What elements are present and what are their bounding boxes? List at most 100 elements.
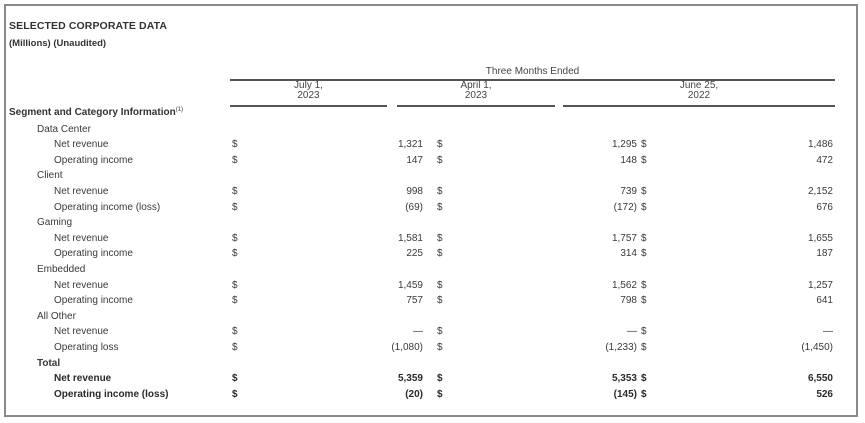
currency-symbol: $ [232, 201, 238, 213]
currency-symbol: $ [641, 295, 647, 307]
table-row: Operating income $147 $148 $472 [0, 153, 865, 169]
cell-value: 1,655 [807, 232, 833, 244]
cell-value: 5,353 [611, 373, 637, 385]
currency-symbol: $ [437, 201, 443, 213]
currency-symbol: $ [641, 185, 647, 197]
cell-value: 1,757 [611, 232, 637, 244]
cell-value: 641 [816, 295, 833, 307]
table-row: Operating income $225 $314 $187 [0, 246, 865, 262]
category-row: Data Center [0, 122, 865, 138]
cell-value: 148 [620, 154, 637, 166]
row-label: Operating loss [54, 341, 119, 353]
cell-value: 225 [406, 248, 423, 260]
cell-value: 1,562 [611, 279, 637, 291]
currency-symbol: $ [232, 139, 238, 151]
category-label: Total [37, 357, 61, 369]
cell-value: 1,459 [397, 279, 423, 291]
currency-symbol: $ [232, 295, 238, 307]
currency-symbol: $ [437, 326, 443, 338]
section-header-text: Segment and Category Information [9, 107, 176, 118]
table-row: Operating loss $ (1,080) $ (1,233) $ (1,450) [0, 340, 865, 356]
category-row: Total [0, 356, 865, 372]
cell-value: 472 [816, 154, 833, 166]
row-label: Operating income [54, 295, 133, 307]
currency-symbol: $ [641, 248, 647, 260]
column-rule-2 [397, 105, 555, 107]
report-title: SELECTED CORPORATE DATA [9, 20, 168, 32]
currency-symbol: $ [437, 279, 443, 291]
currency-symbol: $ [232, 373, 238, 385]
currency-symbol: $ [437, 248, 443, 260]
cell-value: 526 [816, 388, 833, 400]
period-header: Three Months Ended [485, 66, 580, 77]
currency-symbol: $ [437, 232, 443, 244]
currency-symbol: $ [437, 185, 443, 197]
table-row: Net revenue $1,459 $1,562 $1,257 [0, 278, 865, 294]
category-row: Client [0, 168, 865, 184]
column-header-line2: 2022 [687, 90, 711, 101]
report-frame [4, 4, 858, 417]
column-header-line2: 2023 [464, 90, 488, 101]
column-header-line1: April 1, [460, 80, 492, 91]
row-label: Net revenue [54, 279, 109, 291]
currency-symbol: $ [641, 279, 647, 291]
cell-value: 6,550 [807, 373, 833, 385]
currency-symbol: $ [641, 154, 647, 166]
cell-value: 1,321 [397, 139, 423, 151]
currency-symbol: $ [232, 154, 238, 166]
cell-value: 1,581 [397, 232, 423, 244]
cell-value: 757 [406, 295, 423, 307]
table-row: Net revenue $998 $739 $2,152 [0, 184, 865, 200]
currency-symbol: $ [437, 139, 443, 151]
currency-symbol: $ [232, 388, 238, 400]
category-row: Embedded [0, 262, 865, 278]
column-rule-3 [563, 105, 835, 107]
footnote-marker: (1) [175, 107, 184, 113]
row-label: Net revenue [54, 185, 109, 197]
cell-value: 314 [620, 248, 637, 260]
column-header-april-2023: April 1, 2023 [397, 81, 555, 101]
currency-symbol: $ [232, 185, 238, 197]
column-header-june-2022: June 25, 2022 [563, 81, 835, 101]
category-label: Data Center [37, 123, 91, 135]
row-label: Net revenue [54, 373, 112, 385]
table-row: Net revenue $1,321 $1,295 $1,486 [0, 137, 865, 153]
cell-value: 676 [816, 201, 833, 213]
period-header-rule [230, 79, 835, 81]
cell-value: (69) [405, 201, 423, 213]
currency-symbol: $ [641, 373, 647, 385]
currency-symbol: $ [641, 232, 647, 244]
row-label: Net revenue [54, 139, 109, 151]
column-header-line2: 2023 [297, 90, 320, 101]
cell-value: 1,486 [807, 139, 833, 151]
currency-symbol: $ [641, 201, 647, 213]
row-label: Net revenue [54, 232, 109, 244]
currency-symbol: $ [437, 295, 443, 307]
currency-symbol: $ [641, 326, 647, 338]
currency-symbol: $ [437, 154, 443, 166]
row-label: Net revenue [54, 326, 109, 338]
cell-value: 1,295 [611, 139, 637, 151]
column-header-july-2023: July 1, 2023 [230, 81, 387, 101]
currency-symbol: $ [437, 373, 443, 385]
cell-value: — [627, 326, 637, 338]
category-row: All Other [0, 309, 865, 325]
cell-value: 1,257 [807, 279, 833, 291]
cell-value: 998 [406, 185, 423, 197]
table-row: Net revenue $ — $ — $ — [0, 324, 865, 340]
table-row: Operating income (loss) $ (69) $ (172) $676 [0, 200, 865, 216]
category-label: All Other [37, 310, 76, 322]
currency-symbol: $ [437, 341, 443, 353]
column-header-line1: June 25, [679, 80, 719, 91]
cell-value: 739 [620, 185, 637, 197]
currency-symbol: $ [641, 388, 647, 400]
cell-value: 2,152 [807, 185, 833, 197]
table-row: Operating income $757 $798 $641 [0, 293, 865, 309]
cell-value: (172) [613, 201, 637, 213]
category-label: Embedded [37, 263, 86, 275]
currency-symbol: $ [641, 139, 647, 151]
cell-value: (1,080) [391, 341, 423, 353]
cell-value: (1,450) [801, 341, 833, 353]
category-row: Gaming [0, 215, 865, 231]
column-rule-1 [230, 105, 387, 107]
